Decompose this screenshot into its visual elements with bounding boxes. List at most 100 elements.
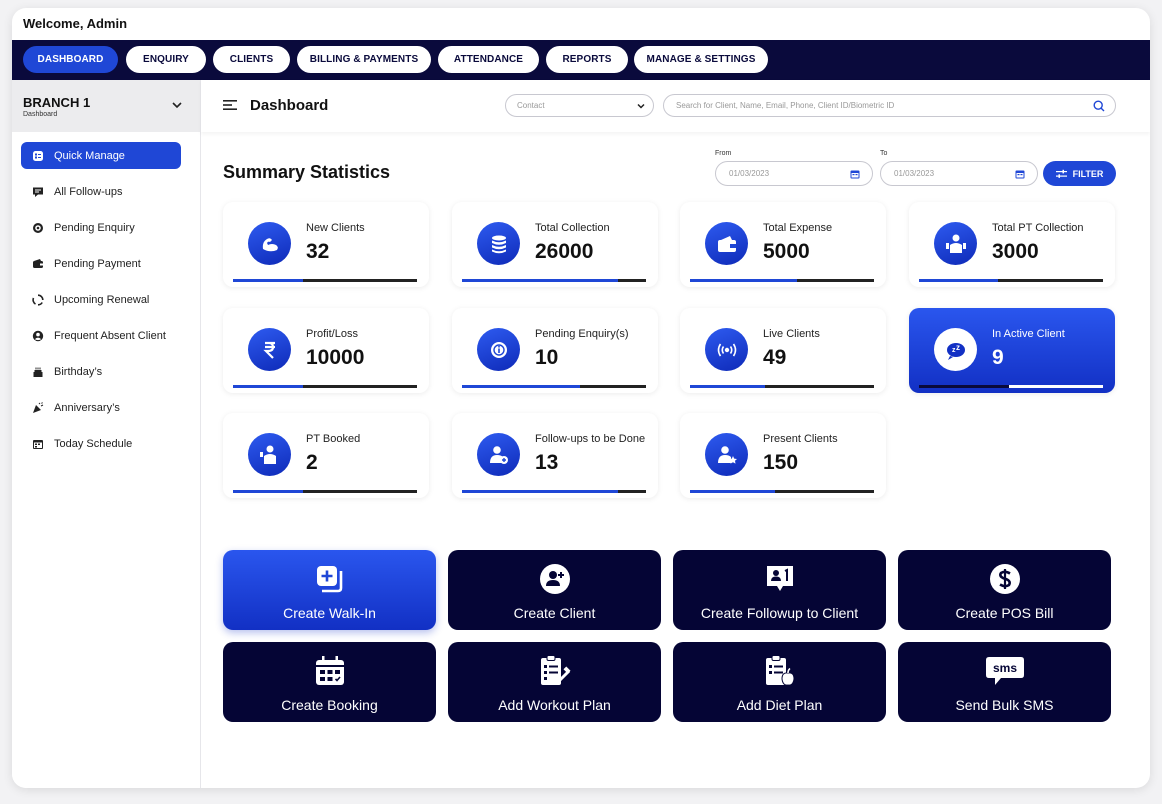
tab-manage-settings[interactable]: MANAGE & SETTINGS [634,46,768,73]
to-date-input[interactable]: 01/03/2023 [880,161,1038,186]
svg-text:z: z [956,343,960,352]
tab-dashboard[interactable]: DASHBOARD [23,46,118,73]
action-label: Create POS Bill [955,605,1054,621]
filter-sliders-icon [1055,169,1067,178]
create-client-button[interactable]: Create Client [448,550,661,630]
tab-reports[interactable]: REPORTS [546,46,628,73]
sidebar-item-label: Anniversary’s [54,401,120,414]
stat-value: 10 [535,346,559,369]
sidebar-item-label: All Follow-ups [54,185,123,198]
calendar-icon[interactable] [850,169,860,179]
contact-select-value: Contact [517,101,545,110]
quick-manage-icon [32,150,44,162]
coins-icon [477,222,520,265]
to-label: To [880,150,888,157]
stat-progress-fill [919,279,999,282]
add-diet-plan-button[interactable]: Add Diet Plan [673,642,886,722]
search-icon[interactable] [1093,100,1105,112]
sidebar-item-frequent-absent-client[interactable]: Frequent Absent Client [21,322,181,349]
user-circle-icon [32,330,44,342]
stat-card-follow-ups-to-be-done[interactable]: Follow-ups to be Done 13 [452,413,658,498]
stat-progress-fill [690,490,775,493]
sidebar-item-all-follow-ups[interactable]: All Follow-ups [21,178,181,205]
stat-card-live-clients[interactable]: Live Clients 49 [680,308,886,393]
sidebar-item-pending-enquiry[interactable]: Pending Enquiry [21,214,181,241]
stat-card-total-pt-collection[interactable]: Total PT Collection 3000 [909,202,1115,287]
calendar-icon[interactable] [1015,169,1025,179]
chevron-down-icon [637,103,645,109]
stat-progress [462,490,646,493]
stat-progress [462,385,646,388]
tab-billing-payments[interactable]: BILLING & PAYMENTS [297,46,431,73]
stat-value: 2 [306,451,318,474]
stat-card-new-clients[interactable]: New Clients 32 [223,202,429,287]
rupee-icon [248,328,291,371]
followup-icon [764,563,796,595]
sidebar-item-label: Pending Payment [54,257,141,270]
welcome-text: Welcome, Admin [23,16,128,31]
stat-label: Profit/Loss [306,328,358,340]
stat-progress [233,385,417,388]
action-label: Create Walk-In [283,605,376,621]
stat-card-profit-loss[interactable]: Profit/Loss 10000 [223,308,429,393]
enquiry-icon [477,328,520,371]
stat-value: 49 [763,346,787,369]
stat-label: Pending Enquiry(s) [535,328,629,340]
chevron-down-icon[interactable] [170,98,184,112]
stat-card-total-collection[interactable]: Total Collection 26000 [452,202,658,287]
sidebar-item-today-schedule[interactable]: Today Schedule [21,430,181,457]
search-input[interactable]: Search for Client, Name, Email, Phone, C… [663,94,1116,117]
create-followup-to-client-button[interactable]: Create Followup to Client [673,550,886,630]
create-booking-button[interactable]: Create Booking [223,642,436,722]
muscle-icon [248,222,291,265]
branch-selector[interactable]: BRANCH 1 Dashboard [12,80,200,132]
action-label: Create Booking [281,697,378,713]
tab-clients[interactable]: CLIENTS [213,46,290,73]
sidebar-item-label: Quick Manage [54,149,125,162]
tab-enquiry[interactable]: ENQUIRY [126,46,206,73]
menu-icon[interactable] [223,99,237,111]
stat-card-present-clients[interactable]: Present Clients 150 [680,413,886,498]
stat-progress [462,279,646,282]
stat-card-total-expense[interactable]: Total Expense 5000 [680,202,886,287]
from-date-input[interactable]: 01/03/2023 [715,161,873,186]
action-label: Add Workout Plan [498,697,611,713]
contact-select[interactable]: Contact [505,94,654,117]
filter-button[interactable]: FILTER [1043,161,1116,186]
stat-card-pending-enquiry[interactable]: Pending Enquiry(s) 10 [452,308,658,393]
sidebar-item-label: Pending Enquiry [54,221,135,234]
sidebar-item-upcoming-renewal[interactable]: Upcoming Renewal [21,286,181,313]
tab-attendance[interactable]: ATTENDANCE [438,46,539,73]
stat-progress [919,279,1103,282]
renewal-icon [32,293,44,306]
user-add-icon [477,433,520,476]
stat-label: Live Clients [763,328,820,340]
stat-label: Total Collection [535,222,610,234]
sidebar-item-pending-payment[interactable]: Pending Payment [21,250,181,277]
trainer-icon [934,222,977,265]
stat-value: 3000 [992,240,1039,263]
sidebar-item-anniversarys[interactable]: Anniversary’s [21,394,181,421]
send-bulk-sms-button[interactable]: sms Send Bulk SMS [898,642,1111,722]
create-pos-bill-button[interactable]: Create POS Bill [898,550,1111,630]
stat-card-pt-booked[interactable]: PT Booked 2 [223,413,429,498]
stat-progress [690,385,874,388]
sidebar-item-quick-manage[interactable]: Quick Manage [21,142,181,169]
svg-text:z: z [952,347,956,354]
branch-subtitle: Dashboard [23,111,58,118]
sidebar: BRANCH 1 Dashboard Quick Manage All Foll… [12,80,201,788]
main-nav: DASHBOARD ENQUIRY CLIENTS BILLING & PAYM… [12,40,1150,80]
action-label: Create Followup to Client [700,605,859,621]
create-walk-in-button[interactable]: Create Walk-In [223,550,436,630]
stat-progress-fill [233,490,303,493]
branch-name: BRANCH 1 [23,95,91,110]
chat-icon [32,186,44,198]
stat-progress-fill [690,385,766,388]
stat-progress [919,385,1103,388]
add-workout-plan-button[interactable]: Add Workout Plan [448,642,661,722]
calendar-icon [32,438,44,450]
stat-progress-fill [462,385,580,388]
page-title: Dashboard [250,97,329,114]
sidebar-item-birthdays[interactable]: Birthday’s [21,358,181,385]
